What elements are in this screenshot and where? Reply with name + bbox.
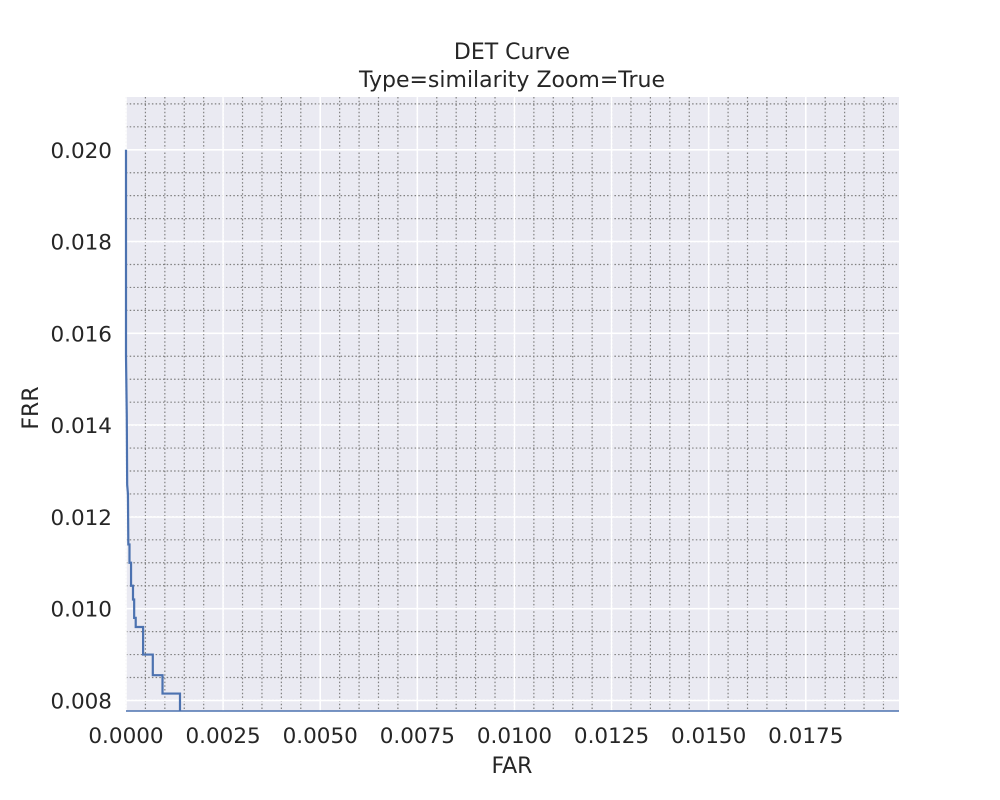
y-tick-label: 0.008 (50, 689, 112, 714)
y-tick-label: 0.014 (50, 414, 112, 439)
y-tick-label: 0.010 (50, 598, 112, 623)
x-tick-label: 0.0000 (88, 724, 163, 749)
chart-title: DET Curve (454, 40, 570, 65)
major-grid (125, 97, 899, 711)
x-tick-labels: 0.0000 0.0025 0.0050 0.0075 0.0100 0.0125 0.01… (88, 724, 843, 749)
y-tick-label: 0.012 (50, 506, 112, 531)
x-tick-label: 0.0100 (477, 724, 552, 749)
x-tick-label: 0.0125 (574, 724, 649, 749)
y-tick-label: 0.018 (50, 231, 112, 256)
series-layer (124, 149, 899, 712)
y-tick-label: 0.020 (50, 139, 112, 164)
chart-subtitle: Type=similarity Zoom=True (358, 68, 665, 93)
det-curve-line (124, 149, 182, 711)
y-tick-labels: 0.008 0.010 0.012 0.014 0.016 0.018 0.020 (50, 139, 112, 715)
y-tick-label: 0.016 (50, 322, 112, 347)
x-tick-label: 0.0075 (380, 724, 455, 749)
x-axis-label: FAR (492, 754, 533, 779)
y-axis-label: FRR (19, 386, 44, 429)
x-tick-label: 0.0150 (671, 724, 746, 749)
x-tick-label: 0.0050 (283, 724, 358, 749)
x-tick-label: 0.0175 (768, 724, 843, 749)
x-tick-label: 0.0025 (185, 724, 260, 749)
